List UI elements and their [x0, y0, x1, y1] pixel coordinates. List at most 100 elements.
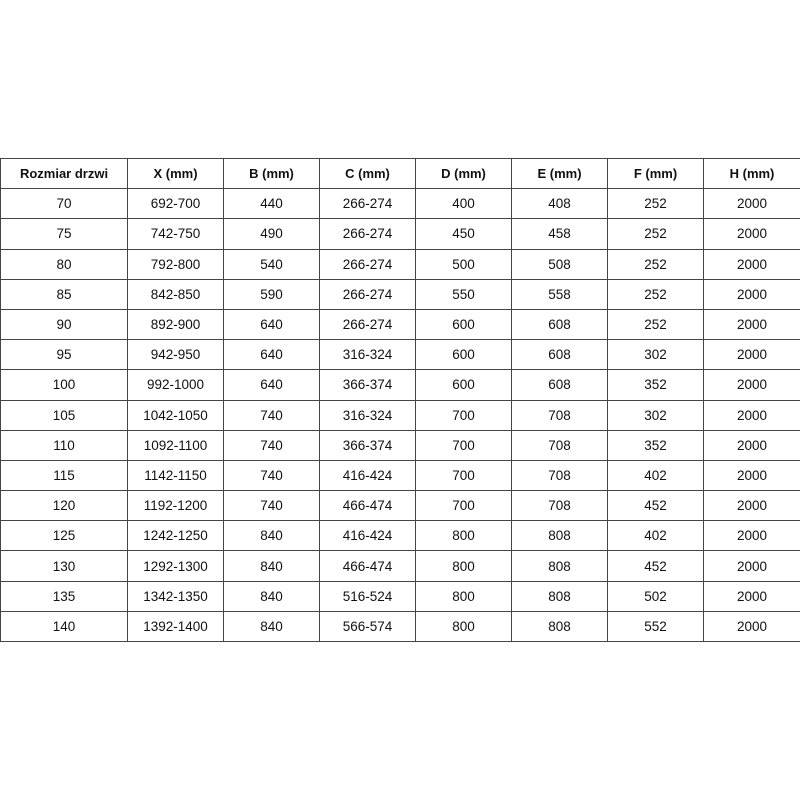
table-cell: 708 [511, 490, 608, 522]
table-cell: 90 [0, 308, 128, 341]
table-cell: 600 [415, 369, 512, 401]
table-cell: 808 [511, 610, 608, 643]
table-cell: 800 [415, 580, 512, 612]
table-cell: 302 [607, 399, 704, 431]
table-row: 75 742-750 490 266-274 450 458 252 2000 [0, 218, 800, 250]
table-cell: 252 [607, 308, 704, 341]
table-cell: 416-424 [319, 520, 416, 552]
table-row: 100 992-1000 640 366-374 600 608 352 2000 [0, 369, 800, 401]
column-header: H (mm) [703, 157, 800, 190]
table-row: 95 942-950 640 316-324 600 608 302 2000 [0, 339, 800, 371]
table-row: 130 1292-1300 840 466-474 800 808 452 2000 [0, 550, 800, 582]
table-row: 135 1342-1350 840 516-524 800 808 502 2000 [0, 580, 800, 612]
table-cell: 400 [415, 188, 512, 220]
table-cell: 800 [415, 610, 512, 643]
table-cell: 740 [223, 490, 320, 522]
table-cell: 466-474 [319, 550, 416, 582]
table-cell: 700 [415, 459, 512, 492]
table-cell: 266-274 [319, 188, 416, 220]
table-cell: 740 [223, 429, 320, 461]
table-cell: 800 [415, 550, 512, 582]
table-cell: 516-524 [319, 580, 416, 612]
table-cell: 640 [223, 369, 320, 401]
table-cell: 892-900 [127, 308, 224, 341]
table-cell: 80 [0, 248, 128, 280]
table-cell: 640 [223, 308, 320, 341]
table-cell: 508 [511, 248, 608, 280]
table-row: 120 1192-1200 740 466-474 700 708 452 2000 [0, 490, 800, 522]
table-cell: 115 [0, 459, 128, 492]
column-header: X (mm) [127, 157, 224, 190]
table-cell: 105 [0, 399, 128, 431]
table-cell: 808 [511, 520, 608, 552]
table-cell: 466-474 [319, 490, 416, 522]
table-cell: 500 [415, 248, 512, 280]
table-cell: 266-274 [319, 308, 416, 341]
table-cell: 458 [511, 218, 608, 250]
table-cell: 416-424 [319, 459, 416, 492]
table-cell: 700 [415, 429, 512, 461]
table-cell: 110 [0, 429, 128, 461]
table-cell: 120 [0, 490, 128, 522]
table-cell: 140 [0, 610, 128, 643]
table-row: 70 692-700 440 266-274 400 408 252 2000 [0, 188, 800, 220]
table-cell: 840 [223, 610, 320, 643]
table-cell: 135 [0, 580, 128, 612]
table-cell: 800 [415, 520, 512, 552]
table-cell: 600 [415, 339, 512, 371]
table-cell: 125 [0, 520, 128, 552]
table-cell: 608 [511, 308, 608, 341]
table-cell: 740 [223, 459, 320, 492]
table-cell: 1392-1400 [127, 610, 224, 643]
column-header: F (mm) [607, 157, 704, 190]
table-cell: 408 [511, 188, 608, 220]
table-cell: 1042-1050 [127, 399, 224, 431]
table-row: 90 892-900 640 266-274 600 608 252 2000 [0, 308, 800, 341]
table-cell: 490 [223, 218, 320, 250]
table-cell: 700 [415, 399, 512, 431]
table-cell: 2000 [703, 610, 800, 643]
table-cell: 808 [511, 580, 608, 612]
table-cell: 1342-1350 [127, 580, 224, 612]
header-row: Rozmiar drzwi X (mm) B (mm) C (mm) D (mm) E (… [0, 157, 800, 190]
table-cell: 2000 [703, 308, 800, 341]
table-cell: 252 [607, 188, 704, 220]
table-cell: 540 [223, 248, 320, 280]
table-cell: 942-950 [127, 339, 224, 371]
table-cell: 266-274 [319, 278, 416, 310]
table-cell: 2000 [703, 490, 800, 522]
table-row: 140 1392-1400 840 566-574 800 808 552 2000 [0, 610, 800, 643]
column-header: D (mm) [415, 157, 512, 190]
table-cell: 792-800 [127, 248, 224, 280]
table-cell: 366-374 [319, 369, 416, 401]
table-cell: 590 [223, 278, 320, 310]
table-cell: 1092-1100 [127, 429, 224, 461]
table-cell: 316-324 [319, 339, 416, 371]
table-cell: 842-850 [127, 278, 224, 310]
table-cell: 708 [511, 429, 608, 461]
table-cell: 95 [0, 339, 128, 371]
table-cell: 550 [415, 278, 512, 310]
table-cell: 640 [223, 339, 320, 371]
table-cell: 2000 [703, 399, 800, 431]
table-cell: 2000 [703, 520, 800, 552]
table-cell: 70 [0, 188, 128, 220]
table-cell: 252 [607, 248, 704, 280]
table-cell: 708 [511, 399, 608, 431]
table-cell: 608 [511, 339, 608, 371]
table-cell: 266-274 [319, 218, 416, 250]
table-cell: 2000 [703, 248, 800, 280]
table-cell: 1292-1300 [127, 550, 224, 582]
table-cell: 708 [511, 459, 608, 492]
table-cell: 452 [607, 550, 704, 582]
table-cell: 402 [607, 520, 704, 552]
table-cell: 552 [607, 610, 704, 643]
table-row: 80 792-800 540 266-274 500 508 252 2000 [0, 248, 800, 280]
table-row: 85 842-850 590 266-274 550 558 252 2000 [0, 278, 800, 310]
table-cell: 252 [607, 278, 704, 310]
column-header: E (mm) [511, 157, 608, 190]
table-cell: 692-700 [127, 188, 224, 220]
table-cell: 252 [607, 218, 704, 250]
table-cell: 1142-1150 [127, 459, 224, 492]
table-cell: 840 [223, 520, 320, 552]
